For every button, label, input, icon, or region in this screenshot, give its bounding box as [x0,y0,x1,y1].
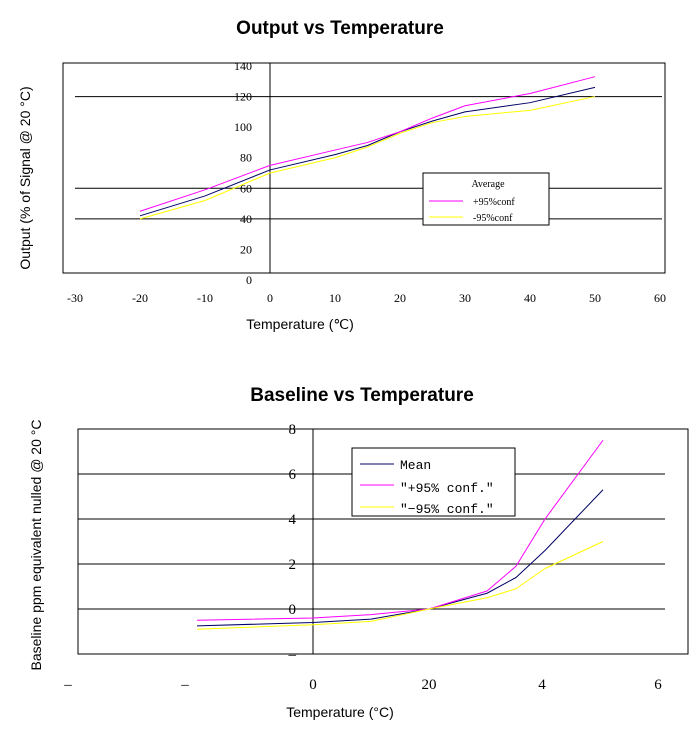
chart-1-legend-box [422,172,550,226]
chart-2-y-tick-label: 8 [289,422,297,438]
chart-2-series-line-mean [196,489,604,627]
chart-2-x-tick-label: 0 [309,677,317,693]
chart-1-y-tick-label: 40 [240,212,252,226]
chart-2-y-tick-label: 4 [289,512,297,528]
chart-1-y-tick-label: 140 [234,59,252,73]
chart-1-x-tick-label: -30 [67,291,83,305]
chart-1-series-line-plus95 [139,76,596,212]
chart-2-x-tick-label: 4 [538,677,546,693]
chart-2-x-tick-label: – [63,677,72,693]
chart-1-x-tick-label: 60 [654,291,666,305]
chart-2-y-tick-label: 2 [289,557,297,573]
chart-2-y-tick-labels: – 0 2 4 6 8 [288,422,297,663]
chart-1-x-axis-label: Temperature (℃) [246,316,354,332]
chart-1-gridlines [75,96,662,220]
chart-1-x-tick-label: -20 [132,291,148,305]
chart-1-legend-label-plus: +95%conf [473,197,515,208]
chart-2-legend: Mean "+95% conf." "−95% conf." [351,447,516,517]
chart-2-x-axis-label: Temperature (°C) [286,704,394,720]
chart-2-series [196,439,604,630]
chart-1-legend: Average +95%conf -95%conf [422,172,550,226]
chart-1-series-line-average [139,86,596,217]
chart-2-x-tick-label: 6 [654,677,662,693]
chart-2-series-line-minus95 [196,541,604,630]
chart-1-title: Output vs Temperature [236,18,444,39]
chart-1-x-tick-label: 40 [524,291,536,305]
chart-2-series-line-plus95 [196,439,604,621]
chart-2-legend-label-plus: "+95% conf." [400,481,494,496]
chart-2-x-tick-label: 20 [422,677,437,693]
chart-2-legend-box [351,447,516,517]
chart-1-legend-label-minus: -95%conf [473,213,513,224]
chart-1-series-line-minus95 [139,96,596,220]
chart-1-x-tick-label: 0 [267,291,273,305]
chart-1-x-tick-label: 20 [394,291,406,305]
chart-2-legend-label-minus: "−95% conf." [400,502,494,517]
chart-1: Output vs Temperature 020406080100120140… [17,18,666,332]
chart-2-plot-border [77,428,689,655]
chart-2-y-tick-label: – [288,647,297,663]
chart-2-y-tick-label: 0 [289,602,297,618]
chart-2-title: Baseline vs Temperature [250,385,474,406]
chart-2-y-axis-label: Baseline ppm equivalent nulled @ 20 °C [28,420,44,671]
chart-1-y-tick-label: 0 [246,273,252,287]
chart-1-plot-border [62,62,666,274]
chart-1-legend-title: Average [471,179,505,190]
chart-1-x-tick-label: 30 [459,291,471,305]
chart-2-x-tick-labels: – – 0 20 4 6 [63,677,662,693]
chart-1-x-tick-label: 50 [589,291,601,305]
chart-1-x-tick-label: 10 [329,291,341,305]
chart-1-y-tick-label: 100 [234,120,252,134]
chart-2-x-tick-label: – [180,677,189,693]
chart-2-y-tick-label: 6 [289,467,297,483]
chart-1-y-axis-label: Output (% of Signal @ 20 °C) [17,86,33,269]
chart-1-x-tick-labels: -30 -20 -10 0 10 20 30 40 50 60 [67,291,666,305]
chart-1-x-tick-label: -10 [197,291,213,305]
chart-2-legend-label-mean: Mean [400,458,431,473]
chart-1-y-tick-label: 120 [234,90,252,104]
chart-1-y-tick-label: 80 [240,151,252,165]
chart-1-y-tick-label: 20 [240,242,252,256]
chart-1-series [139,76,596,220]
